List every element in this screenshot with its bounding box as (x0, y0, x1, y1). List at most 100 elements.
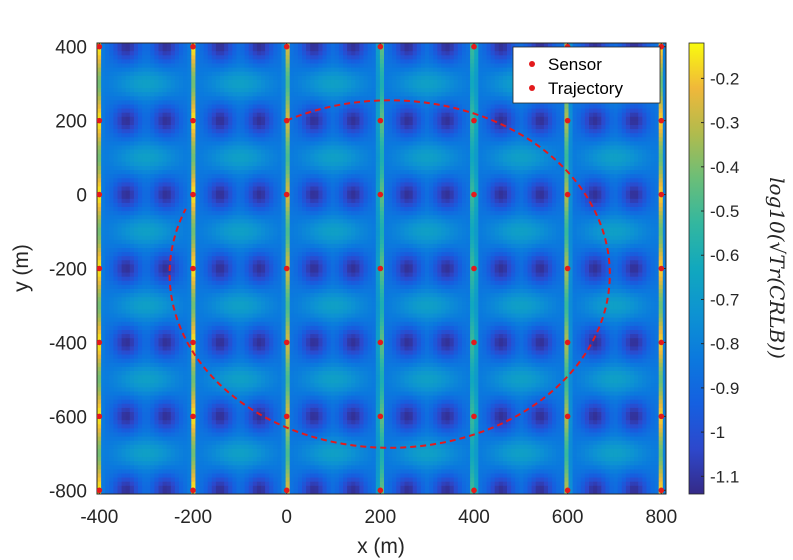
heatmap-cell (293, 174, 299, 179)
heatmap-cell (109, 129, 114, 134)
heatmap-cell (371, 67, 377, 73)
heatmap-cell (461, 157, 467, 163)
heatmap-cell (252, 178, 258, 183)
heatmap-cell (388, 75, 393, 81)
heatmap-cell (334, 55, 340, 60)
heatmap-cell (461, 116, 467, 122)
heatmap-cell (412, 84, 418, 89)
heatmap-cell (654, 174, 660, 179)
heatmap-cell (310, 174, 315, 179)
heatmap-cell (375, 120, 381, 126)
heatmap-cell (269, 108, 274, 114)
heatmap-cell (478, 186, 483, 191)
heatmap-cell (322, 120, 327, 126)
heatmap-cell (650, 141, 655, 146)
heatmap-cell (474, 108, 479, 114)
heatmap-cell (228, 67, 233, 73)
heatmap-cell (306, 157, 311, 163)
heatmap-cell (609, 145, 614, 150)
heatmap-cell (498, 51, 504, 56)
heatmap-cell (113, 153, 118, 159)
heatmap-cell (289, 88, 295, 93)
heatmap-cell (486, 116, 491, 122)
heatmap-cell (601, 120, 606, 126)
heatmap-cell (302, 125, 307, 130)
heatmap-cell (117, 170, 122, 175)
heatmap-cell (162, 170, 168, 175)
heatmap-cell (215, 47, 221, 52)
heatmap-cell (129, 67, 135, 73)
heatmap-cell (351, 125, 356, 130)
heatmap-cell (359, 133, 364, 138)
heatmap-cell (654, 137, 660, 142)
heatmap-cell (543, 153, 549, 159)
heatmap-cell (474, 67, 479, 73)
heatmap-cell (289, 174, 295, 179)
heatmap-cell (375, 125, 381, 130)
heatmap-cell (310, 92, 315, 97)
heatmap-cell (371, 161, 377, 167)
heatmap-cell (420, 125, 426, 130)
heatmap-cell (293, 96, 299, 101)
heatmap-cell (634, 186, 639, 191)
heatmap-cell (133, 145, 139, 150)
heatmap-cell (330, 75, 336, 81)
heatmap-cell (539, 178, 545, 183)
heatmap-cell (215, 120, 221, 126)
heatmap-cell (412, 79, 418, 85)
heatmap-cell (117, 166, 122, 171)
heatmap-cell (416, 92, 422, 97)
heatmap-cell (211, 59, 217, 64)
heatmap-cell (256, 178, 262, 183)
heatmap-cell (211, 170, 217, 175)
heatmap-cell (347, 51, 352, 56)
heatmap-cell (146, 149, 151, 155)
heatmap-cell (150, 120, 155, 126)
heatmap-cell (174, 51, 180, 56)
heatmap-cell (187, 161, 192, 167)
heatmap-cell (191, 166, 196, 171)
heatmap-cell (187, 137, 192, 142)
heatmap-cell (285, 149, 291, 155)
heatmap-cell (474, 149, 479, 155)
heatmap-cell (613, 133, 619, 138)
heatmap-cell (441, 43, 446, 48)
heatmap-cell (142, 88, 147, 93)
heatmap-cell (150, 92, 155, 97)
heatmap-cell (478, 47, 483, 52)
heatmap-cell (248, 125, 254, 130)
heatmap-cell (531, 182, 537, 187)
heatmap-cell (220, 59, 225, 64)
heatmap-cell (359, 149, 364, 155)
heatmap-cell (170, 182, 176, 187)
heatmap-cell (642, 170, 647, 175)
heatmap-cell (158, 178, 163, 183)
heatmap-cell (535, 108, 541, 114)
heatmap-cell (277, 67, 282, 73)
heatmap-cell (228, 166, 233, 171)
heatmap-cell (244, 63, 250, 68)
heatmap-cell (498, 112, 504, 118)
heatmap-cell (195, 71, 200, 77)
heatmap-cell (240, 67, 245, 73)
heatmap-cell (314, 166, 319, 171)
heatmap-cell (256, 137, 262, 142)
heatmap-cell (289, 153, 295, 159)
heatmap-cell (297, 59, 303, 64)
heatmap-cell (240, 178, 245, 183)
heatmap-cell (224, 153, 229, 159)
heatmap-cell (228, 43, 233, 48)
heatmap-cell (343, 67, 348, 73)
heatmap-cell (392, 153, 397, 159)
heatmap-cell (269, 96, 274, 101)
heatmap-cell (310, 79, 315, 85)
heatmap-cell (388, 125, 393, 130)
heatmap-cell (355, 166, 360, 171)
heatmap-cell (170, 170, 176, 175)
heatmap-cell (179, 79, 184, 85)
heatmap-cell (568, 43, 573, 48)
heatmap-cell (507, 166, 512, 171)
heatmap-cell (630, 43, 635, 48)
heatmap-cell (170, 133, 176, 138)
heatmap-cell (511, 157, 516, 163)
